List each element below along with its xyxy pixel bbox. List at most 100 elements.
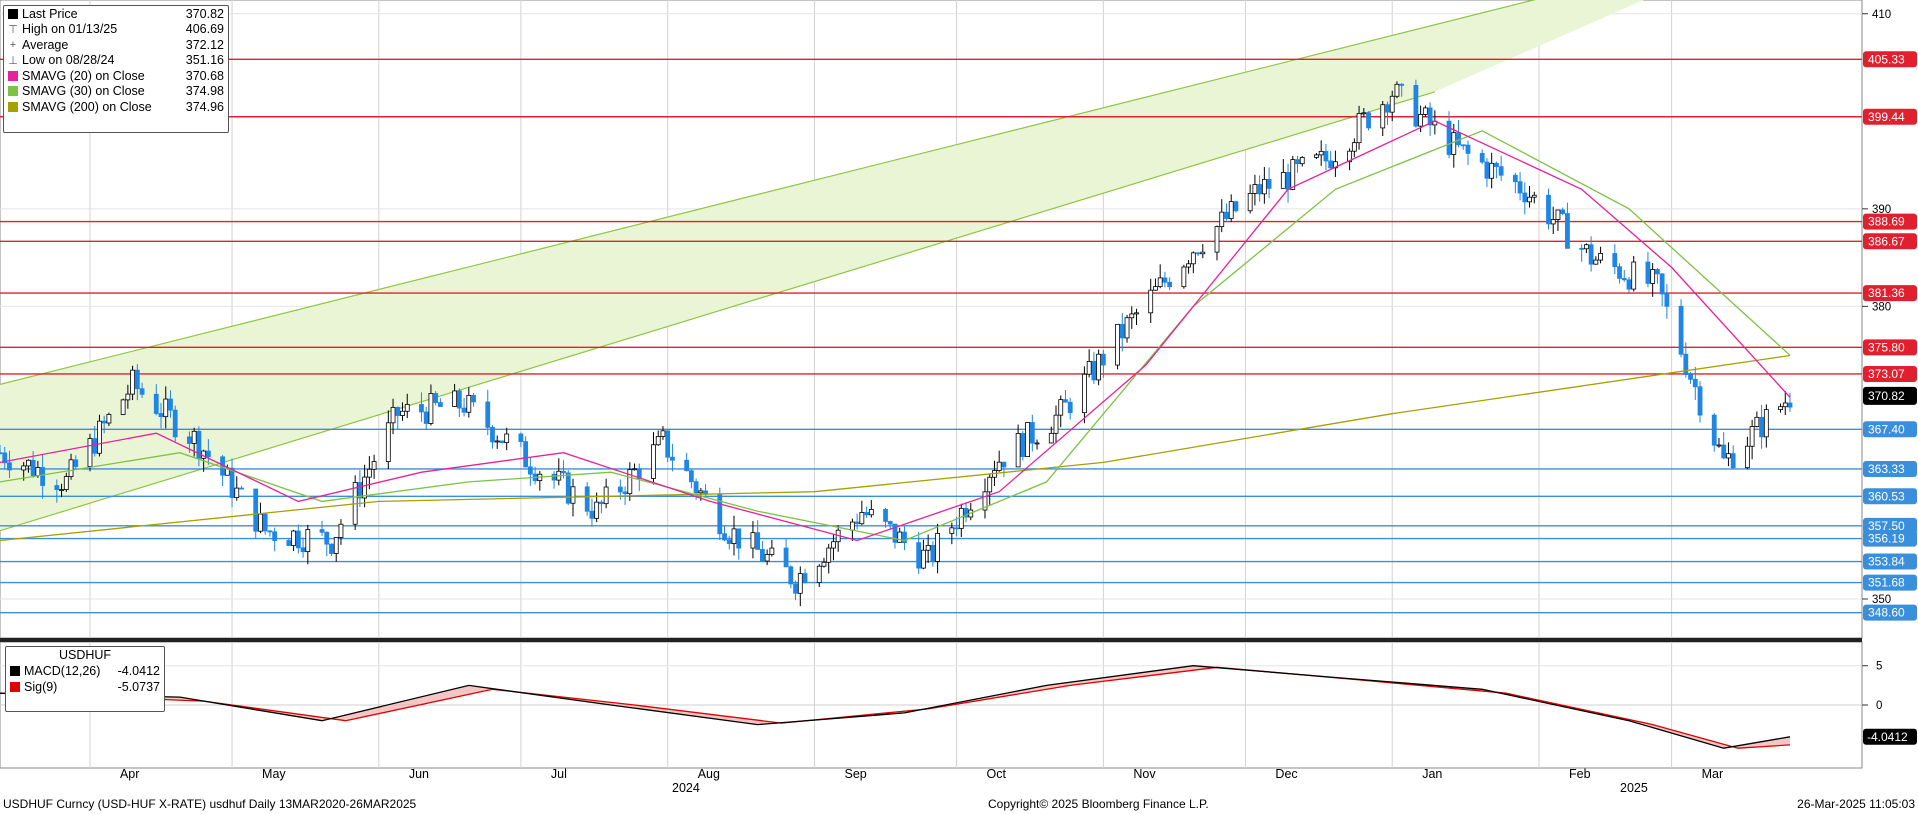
candle-body: [338, 523, 344, 538]
candle-body: [1380, 104, 1386, 129]
signal-legend-item: Sig(9) -5.0737: [6, 679, 164, 695]
candle-body: [1422, 107, 1428, 115]
legend-item-low: ⊥ Low on 08/28/24 351.16: [4, 53, 228, 69]
support-level-label: 360.53: [1868, 489, 1905, 503]
candle-body: [1048, 432, 1054, 444]
candle-body: [1219, 211, 1225, 228]
candle-body: [1711, 414, 1717, 446]
candle-body: [1285, 172, 1291, 190]
candle-body: [1465, 144, 1471, 154]
macd-tick-label: 0: [1876, 700, 1882, 712]
candle-body: [224, 467, 230, 476]
candle-body: [400, 410, 405, 416]
candle-body: [750, 532, 756, 549]
candle-body: [527, 466, 533, 475]
candle-body: [887, 521, 893, 525]
candle-body: [1598, 253, 1603, 261]
candle-body: [1200, 251, 1206, 255]
resistance-level-label: 375.80: [1868, 340, 1905, 354]
candle-body: [324, 531, 330, 545]
candle-body: [1067, 401, 1073, 414]
black-square-icon: [8, 8, 18, 19]
candle-body: [1522, 192, 1528, 203]
resistance-level-label: 386.67: [1868, 234, 1905, 248]
candle-body: [731, 528, 737, 544]
candle-body: [490, 426, 495, 443]
trend-channel-upper: [0, 0, 1537, 385]
candle-body: [1195, 252, 1201, 255]
candle-body: [390, 407, 396, 424]
year-label-2025: 2025: [1620, 781, 1648, 795]
candle-body: [187, 436, 192, 444]
month-tick-label: Aug: [698, 767, 720, 781]
candle-body: [437, 402, 443, 407]
candle-body: [831, 541, 836, 549]
resistance-level-label: 381.36: [1868, 286, 1905, 300]
candle-body: [1418, 113, 1424, 127]
macd-legend-item: MACD(12,26) -4.0412: [6, 663, 164, 679]
month-tick-label: Sep: [844, 767, 866, 781]
month-tick-label: Nov: [1133, 767, 1156, 781]
support-level-badge: [1863, 553, 1917, 570]
candle-body: [1314, 154, 1319, 158]
signal-legend-value: -5.0737: [117, 680, 160, 694]
candle-body: [333, 537, 339, 554]
candle-body: [258, 513, 263, 532]
candle-body: [925, 545, 931, 551]
price-tick-label: 410: [1872, 9, 1891, 21]
candle-body: [1181, 266, 1187, 288]
candle-body: [660, 430, 666, 437]
candle-body: [1299, 157, 1305, 165]
candle-body: [1650, 269, 1656, 284]
candle-body: [153, 393, 159, 414]
candle-body: [362, 476, 368, 499]
footer-ticker: USDHUF Curncy (USD-HUF X-RATE) usdhuf Da…: [3, 797, 417, 811]
candle-body: [499, 440, 505, 444]
candle-body: [954, 527, 959, 530]
sma30-line: [0, 130, 1791, 542]
macd-legend-label: MACD(12,26): [24, 664, 101, 678]
candle-body: [1494, 162, 1499, 168]
candle-body: [1730, 453, 1736, 469]
candle-body: [1091, 361, 1097, 381]
candle-body: [1053, 414, 1059, 434]
candle-body: [1763, 409, 1769, 438]
candle-body: [1692, 378, 1698, 388]
candle-body: [1531, 194, 1537, 198]
candle-body: [191, 430, 197, 444]
last-price-badge: [1863, 386, 1917, 405]
legend-label: SMAVG (30) on Close: [22, 84, 145, 99]
candle-body: [1565, 213, 1570, 249]
support-level-label: 363.33: [1868, 462, 1905, 476]
candle-body: [1280, 172, 1286, 189]
candle-body: [594, 501, 600, 519]
candle-body: [1778, 406, 1783, 410]
candle-body: [1527, 196, 1532, 203]
candle-body: [1484, 161, 1490, 179]
candle-body: [1252, 184, 1258, 194]
legend-value: 351.16: [185, 53, 224, 68]
candle-body: [1655, 269, 1660, 275]
candle-body: [868, 509, 874, 516]
macd-value-badge: [1863, 728, 1917, 745]
candle-body: [262, 513, 268, 532]
candle-body: [1612, 253, 1618, 268]
legend-item-sma20: SMAVG (20) on Close 370.68: [4, 68, 228, 84]
candle-body: [1086, 361, 1092, 375]
legend-label: Low on 08/28/24: [22, 53, 115, 68]
candle-body: [1631, 261, 1637, 290]
support-level-badge: [1863, 530, 1917, 547]
candle-body: [1247, 193, 1253, 212]
candle-body: [471, 394, 476, 403]
support-level-label: 357.50: [1868, 519, 1905, 533]
candle-body: [584, 486, 590, 512]
candle-body: [1546, 194, 1551, 225]
legend-label: Average: [22, 37, 69, 52]
candle-body: [1261, 178, 1267, 195]
candle-body: [168, 398, 173, 411]
month-tick-label: May: [262, 767, 286, 781]
candle-body: [452, 390, 458, 407]
support-level-label: 356.19: [1868, 532, 1905, 546]
candle-body: [1754, 416, 1760, 427]
candle-body: [1621, 278, 1627, 281]
